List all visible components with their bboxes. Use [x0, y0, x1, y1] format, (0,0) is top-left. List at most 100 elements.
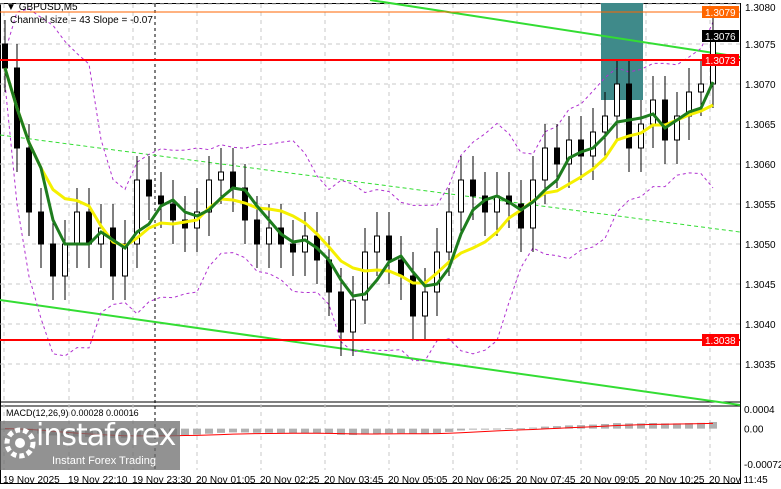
candle-down — [50, 243, 56, 277]
candle-down — [578, 139, 584, 157]
candle-down — [410, 275, 416, 317]
x-tick-label: 20 Nov 03:45 — [324, 475, 384, 486]
y-tick-label: 1.3070 — [745, 80, 776, 91]
bollinger-upper — [4, 8, 714, 206]
macd-histogram-bar — [229, 428, 237, 433]
candle-up — [614, 83, 620, 117]
x-tick-label: 20 Nov 09:05 — [580, 475, 640, 486]
macd-histogram-bar — [649, 422, 657, 429]
candle-down — [170, 203, 176, 221]
moving-average-fast — [3, 67, 715, 298]
candle-up — [422, 291, 428, 317]
y-tick-label: 1.3040 — [745, 320, 776, 331]
candle-down — [2, 43, 8, 69]
channel-upper-line — [369, 0, 741, 58]
macd-histogram-bar — [661, 423, 669, 429]
price-level-label: 1.3038 — [705, 336, 736, 347]
macd-histogram-bar — [697, 422, 705, 429]
candle-down — [386, 235, 392, 261]
macd-histogram-bar — [289, 428, 297, 434]
macd-histogram-bar — [253, 428, 261, 433]
instaforex-logo: instaforex Instant Forex Trading — [0, 419, 180, 470]
candle-up — [602, 115, 608, 133]
macd-histogram-bar — [481, 428, 489, 430]
candle-down — [290, 243, 296, 253]
macd-histogram-bar — [397, 428, 405, 434]
candle-up — [122, 243, 128, 277]
candle-up — [62, 243, 68, 277]
macd-histogram-bar — [541, 426, 549, 429]
x-tick-label: 19 Nov 2025 — [3, 475, 60, 486]
y-tick-label: 1.3065 — [745, 120, 776, 131]
price-level-tag — [702, 54, 739, 66]
candle-down — [518, 203, 524, 229]
candle-up — [674, 115, 680, 141]
x-tick-label: 19 Nov 22:10 — [68, 475, 128, 486]
macd-histogram-bar — [361, 428, 369, 435]
candle-up — [218, 171, 224, 181]
macd-histogram-bar — [565, 425, 573, 429]
candle-up — [206, 179, 212, 213]
current-price-tag — [702, 30, 739, 42]
candle-down — [230, 171, 236, 189]
macd-histogram-bar — [625, 423, 633, 429]
macd-axis-label: 0.00 — [744, 425, 764, 436]
macd-histogram-bar — [337, 428, 345, 435]
y-tick-label: 1.3080 — [745, 3, 776, 14]
macd-histogram-bar — [301, 428, 309, 434]
channel-info: Channel size = 43 Slope = -0.07 — [10, 15, 153, 26]
price-level-label: 1.3073 — [705, 56, 736, 67]
candle-up — [638, 123, 644, 149]
candle-up — [134, 179, 140, 245]
candle-down — [554, 147, 560, 165]
x-tick-label: 19 Nov 23:30 — [132, 475, 192, 486]
x-tick-label: 20 Nov 11:45 — [709, 475, 768, 486]
candle-down — [182, 219, 188, 229]
x-tick-label: 20 Nov 10:25 — [645, 475, 705, 486]
macd-histogram-bar — [709, 421, 717, 429]
macd-histogram-bar — [517, 428, 525, 430]
price-level-label: 1.3079 — [705, 8, 736, 19]
y-tick-label: 1.3045 — [745, 280, 776, 291]
candle-up — [698, 83, 704, 93]
candle-down — [38, 211, 44, 245]
candle-up — [302, 235, 308, 253]
macd-label: MACD(12,26,9) 0.00028 0.00016 — [6, 408, 139, 418]
candle-up — [374, 235, 380, 253]
x-tick-label: 20 Nov 06:25 — [452, 475, 512, 486]
highlight-box — [601, 3, 643, 100]
channel-lower-line — [0, 299, 741, 406]
macd-histogram-bar — [505, 428, 513, 430]
candle-down — [86, 211, 92, 245]
macd-histogram-bar — [277, 428, 285, 433]
macd-histogram-bar — [193, 428, 201, 435]
candle-down — [158, 195, 164, 205]
macd-histogram-bar — [325, 428, 333, 434]
macd-histogram-bar — [385, 428, 393, 434]
macd-histogram-bar — [685, 423, 693, 429]
macd-histogram-bar — [313, 428, 321, 434]
macd-histogram-bar — [673, 423, 681, 429]
candle-up — [446, 211, 452, 253]
candle-up — [542, 147, 548, 181]
candle-down — [254, 219, 260, 245]
macd-histogram-bar — [553, 426, 561, 429]
macd-histogram-bar — [421, 428, 429, 434]
macd-histogram-bar — [529, 427, 537, 429]
candle-down — [110, 227, 116, 277]
y-tick-label: 1.3055 — [745, 200, 776, 211]
macd-histogram-bar — [217, 428, 225, 433]
macd-histogram-bar — [457, 428, 465, 431]
y-tick-label: 1.3035 — [745, 360, 776, 371]
candle-down — [398, 259, 404, 277]
x-tick-label: 20 Nov 02:25 — [260, 475, 320, 486]
candle-down — [338, 291, 344, 333]
macd-histogram-bar — [181, 428, 189, 436]
macd-histogram-bar — [265, 428, 273, 433]
price-level-tag — [702, 6, 739, 18]
current-price-label: 1.3076 — [705, 32, 736, 43]
macd-histogram-bar — [493, 428, 501, 430]
symbol-label: ▼ GBPUSD,M5 — [6, 2, 78, 13]
logo-tagline: Instant Forex Trading — [52, 455, 156, 467]
